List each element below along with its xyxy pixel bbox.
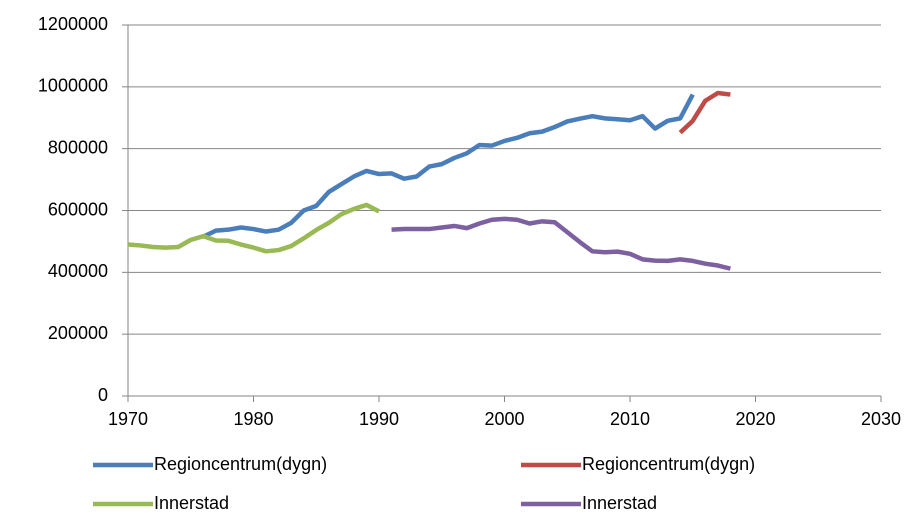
x-tick-label: 2030 xyxy=(861,409,901,429)
y-tick-label: 800000 xyxy=(48,137,108,157)
y-tick-label: 600000 xyxy=(48,199,108,219)
y-tick-label: 0 xyxy=(98,385,108,405)
x-tick-label: 1970 xyxy=(108,409,148,429)
legend-label: Innerstad xyxy=(582,493,657,513)
series-line xyxy=(391,216,731,271)
x-tick-label: 2010 xyxy=(610,409,650,429)
series-line xyxy=(202,93,695,239)
x-tick-label: 2020 xyxy=(735,409,775,429)
x-tick-label: 2000 xyxy=(484,409,524,429)
series-line xyxy=(127,202,381,254)
x-tick-label: 1980 xyxy=(233,409,273,429)
legend-label: Regioncentrum(dygn) xyxy=(154,454,327,474)
y-tick-label: 1200000 xyxy=(38,14,108,34)
series-line xyxy=(678,90,731,135)
x-tick-label: 1990 xyxy=(359,409,399,429)
y-tick-label: 1000000 xyxy=(38,76,108,96)
legend-label: Regioncentrum(dygn) xyxy=(582,454,755,474)
y-tick-label: 200000 xyxy=(48,323,108,343)
legend-label: Innerstad xyxy=(154,493,229,513)
y-tick-label: 400000 xyxy=(48,261,108,281)
